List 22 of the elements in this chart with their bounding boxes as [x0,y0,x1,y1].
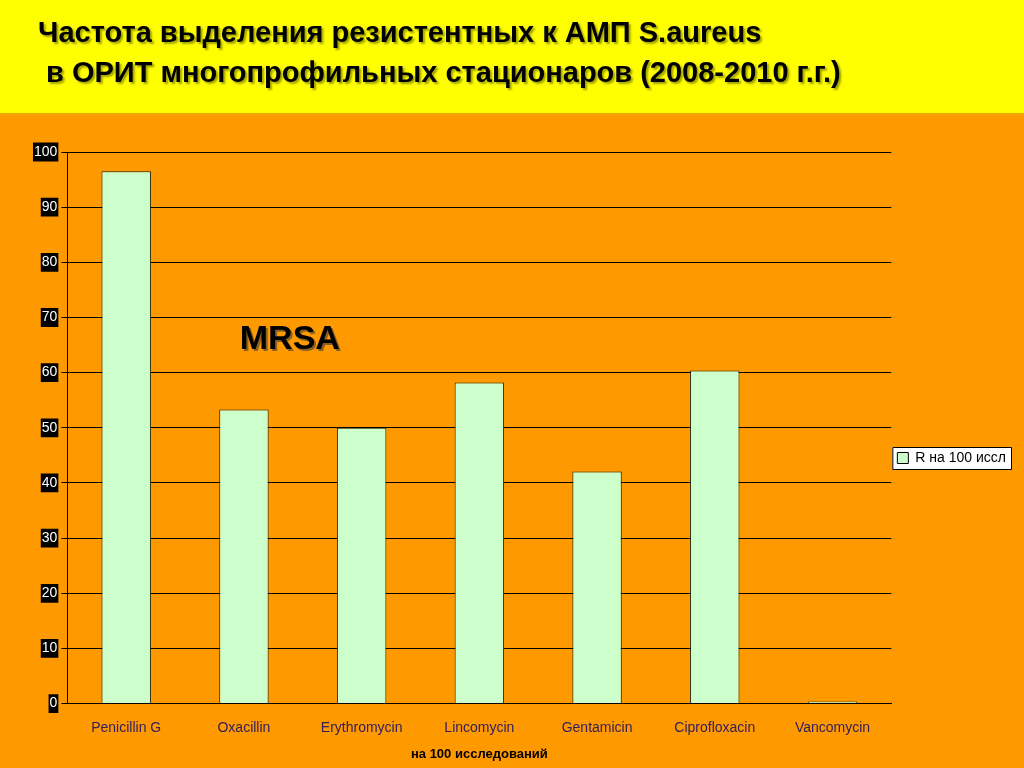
y-tick-label: 20 [41,584,58,601]
y-tick-label: 80 [41,253,58,270]
x-tick-label: Vancomycin [794,718,871,735]
y-tick-label: 70 [41,308,58,325]
y-tick-label: 50 [41,418,58,435]
y-tick-label: 40 [41,473,58,490]
x-axis-title: на 100 исследований [410,745,548,761]
x-tick-label: Lincomycin [444,718,515,735]
y-tick-label: 100 [34,142,58,159]
y-tick-label: 60 [41,363,58,380]
y-tick-label: 30 [41,528,58,545]
chart-title: Частота выделения резистентных к АМП S.aureus в ОРИТ многопрофильных стационаров (2008-2010 г.г.) [38,15,842,90]
x-tick-label: Penicillin G [91,718,162,735]
y-tick-label: 0 [49,694,58,711]
y-tick-label: 90 [41,198,58,215]
x-tick-label: Erythromycin [320,718,403,735]
legend-label: R на 100 иссл [915,448,1007,465]
annotation: MRSA [241,319,342,358]
x-tick-label: Ciprofloxacin [674,718,756,735]
x-tick-label: Oxacillin [217,718,271,735]
y-tick-label: 10 [41,639,58,656]
x-tick-label: Gentamicin [561,718,633,735]
